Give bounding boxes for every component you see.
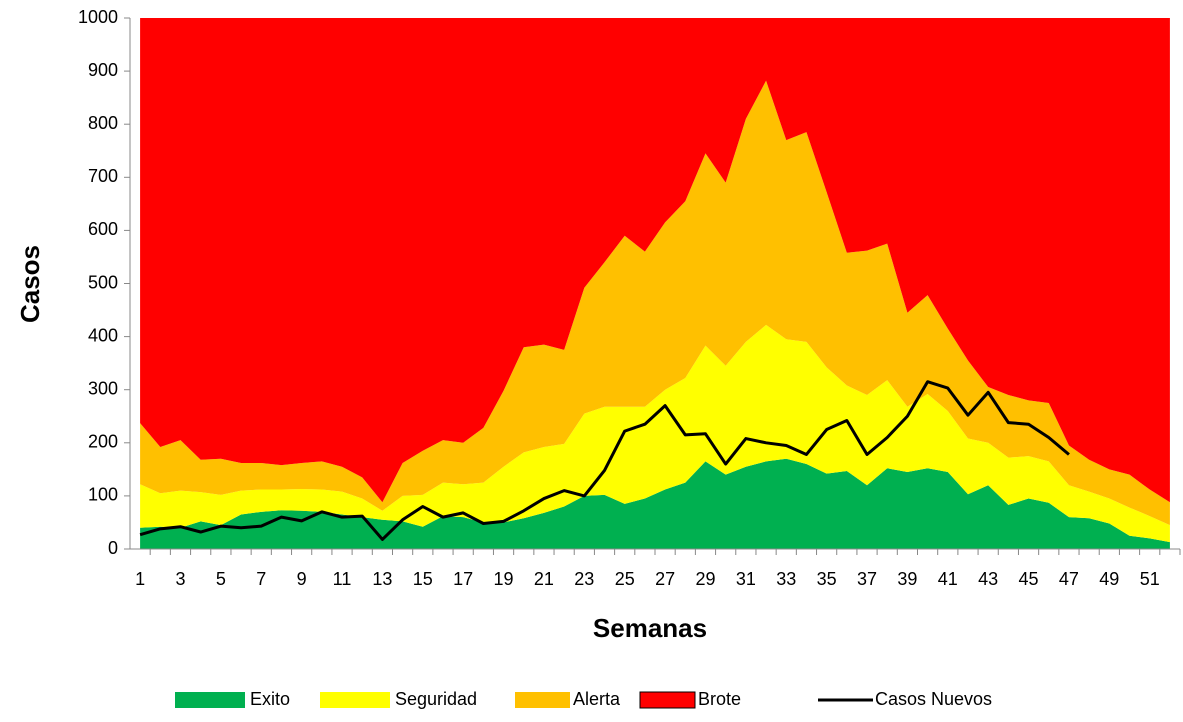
x-tick-label: 25 (615, 569, 635, 589)
x-tick-label: 17 (453, 569, 473, 589)
y-tick-label: 200 (88, 432, 118, 452)
x-tick-label: 21 (534, 569, 554, 589)
legend-swatch (515, 692, 570, 708)
y-tick-label: 1000 (78, 7, 118, 27)
legend-swatch (175, 692, 245, 708)
x-tick-label: 33 (776, 569, 796, 589)
x-tick-label: 7 (256, 569, 266, 589)
x-tick-label: 27 (655, 569, 675, 589)
x-tick-label: 41 (938, 569, 958, 589)
line (139, 380, 1070, 541)
x-tick-label: 35 (817, 569, 837, 589)
y-tick-label: 800 (88, 113, 118, 133)
x-tick-label: 3 (175, 569, 185, 589)
y-tick-label: 500 (88, 272, 118, 292)
y-tick-label: 300 (88, 378, 118, 398)
y-tick-label: 0 (108, 538, 118, 558)
y-tick-label: 900 (88, 60, 118, 80)
y-tick-label: 400 (88, 325, 118, 345)
legend-swatch (320, 692, 390, 708)
legend-label: Alerta (573, 689, 621, 709)
legend-label: Exito (250, 689, 290, 709)
y-tick-label: 700 (88, 166, 118, 186)
legend-label: Brote (698, 689, 741, 709)
x-tick-label: 49 (1099, 569, 1119, 589)
x-tick-label: 5 (216, 569, 226, 589)
legend-swatch (639, 691, 696, 709)
legend-label: Seguridad (395, 689, 477, 709)
x-tick-label: 13 (372, 569, 392, 589)
area (140, 80, 1170, 526)
x-tick-label: 15 (413, 569, 433, 589)
area (140, 18, 1170, 503)
x-tick-label: 23 (574, 569, 594, 589)
y-tick-label: 100 (88, 485, 118, 505)
x-tick-label: 29 (695, 569, 715, 589)
x-tick-label: 45 (1019, 569, 1039, 589)
x-tick-label: 31 (736, 569, 756, 589)
x-axis-label: Semanas (593, 613, 707, 643)
x-tick-label: 11 (333, 569, 352, 589)
x-tick-label: 51 (1140, 569, 1160, 589)
x-tick-label: 9 (297, 569, 307, 589)
x-tick-label: 1 (135, 569, 145, 589)
y-axis-label: Casos (15, 245, 45, 323)
area (140, 324, 1170, 543)
x-tick-label: 43 (978, 569, 998, 589)
legend-label: Casos Nuevos (875, 689, 992, 709)
y-tick-label: 600 (88, 219, 118, 239)
x-tick-label: 19 (494, 569, 514, 589)
x-tick-label: 37 (857, 569, 877, 589)
x-tick-label: 47 (1059, 569, 1079, 589)
x-tick-label: 39 (897, 569, 917, 589)
